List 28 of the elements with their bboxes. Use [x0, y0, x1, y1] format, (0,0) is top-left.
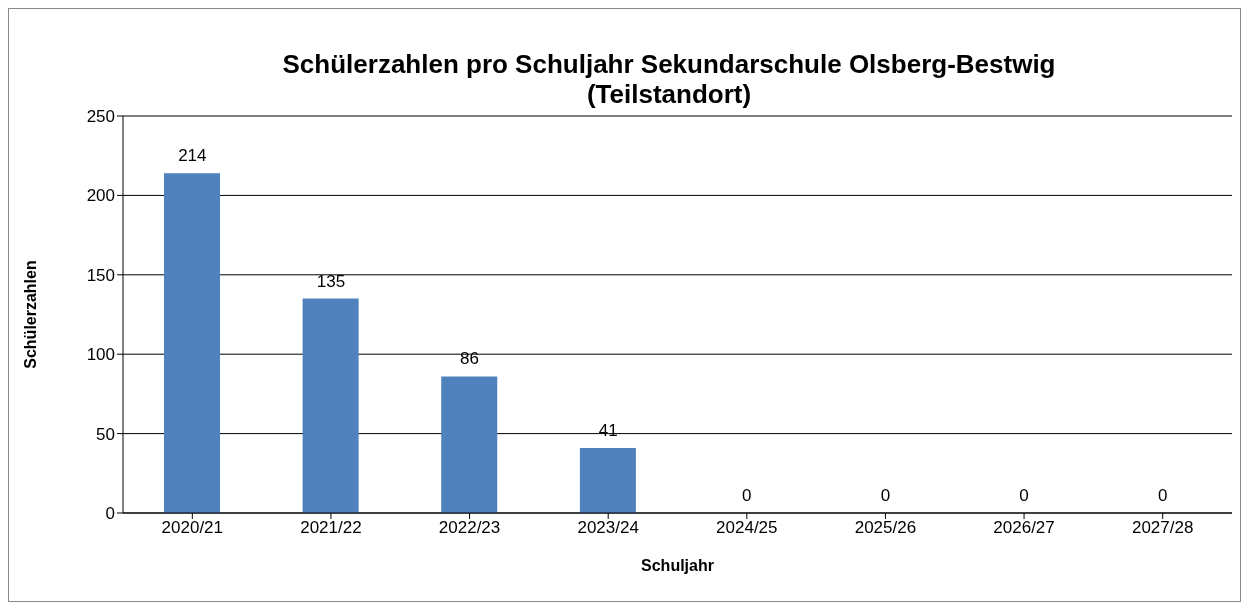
x-tick-label: 2024/25: [716, 518, 778, 538]
y-tick-label: 150: [86, 265, 115, 285]
bar: [441, 376, 498, 513]
data-label: 0: [742, 486, 752, 505]
x-tick-label: 2023/24: [577, 518, 639, 538]
x-tick-label: 2020/21: [161, 518, 224, 538]
data-label: 0: [1019, 486, 1029, 505]
y-tick-label: 200: [86, 186, 115, 206]
y-tick-label: 250: [86, 107, 115, 127]
x-tick-label: 2021/22: [300, 518, 362, 538]
x-axis-title: Schuljahr: [641, 557, 714, 574]
y-tick-label: 0: [105, 504, 115, 524]
x-tick-label: 2026/27: [993, 518, 1055, 538]
data-label: 214: [178, 146, 207, 166]
x-tick-label: 2027/28: [1131, 518, 1194, 538]
y-tick-label: 50: [96, 424, 115, 444]
data-label: 135: [316, 271, 346, 291]
x-tick-label: 2025/26: [854, 518, 917, 538]
bar: [579, 447, 636, 513]
data-label: 0: [1157, 486, 1168, 505]
data-label: 0: [880, 486, 891, 505]
y-tick-label: 100: [86, 345, 115, 365]
data-label: 86: [460, 349, 480, 369]
y-axis-title: Schülerzahlen: [21, 260, 39, 369]
bar: [164, 173, 220, 513]
chart-title: Schülerzahlen pro Schuljahr Sekundarschule Olsberg-Bestwig (Teilstandort): [281, 49, 1057, 109]
x-tick-label: 2022/23: [438, 518, 501, 538]
bar: [302, 298, 359, 513]
